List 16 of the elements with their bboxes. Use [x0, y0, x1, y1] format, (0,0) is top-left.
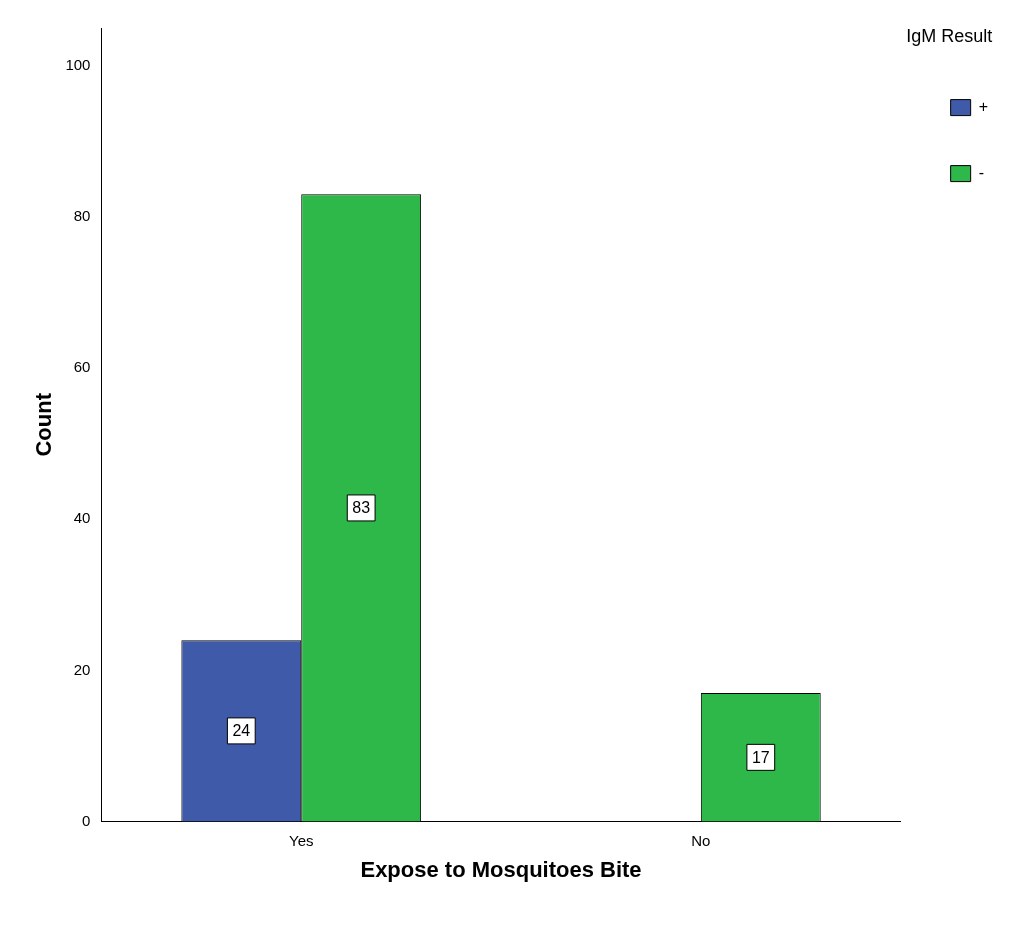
legend-label: +	[978, 98, 988, 116]
legend-label: -	[978, 164, 984, 182]
data-label: 17	[751, 748, 770, 766]
data-label: 83	[352, 499, 371, 517]
data-label: 24	[232, 722, 251, 740]
legend-title: IgM Result	[906, 25, 993, 46]
y-tick-label: 100	[65, 55, 91, 73]
x-tick-label: Yes	[288, 831, 314, 849]
y-axis-title: Count	[31, 392, 57, 457]
y-tick-label: 20	[73, 660, 91, 678]
x-axis-title: Expose to Mosquitoes Bite	[360, 856, 642, 882]
y-tick-label: 80	[73, 207, 91, 225]
y-tick-label: 0	[82, 811, 91, 829]
x-tick-label: No	[691, 831, 711, 849]
y-tick-label: 40	[73, 509, 91, 527]
y-tick-label: 60	[73, 358, 91, 376]
